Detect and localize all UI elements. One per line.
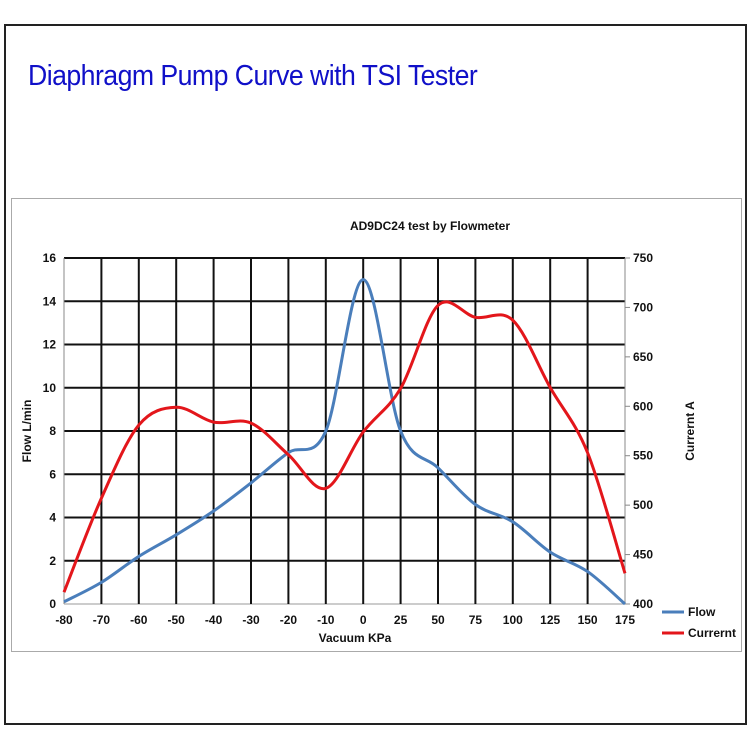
y-tick-label: 4 — [49, 511, 56, 525]
x-tick-label: 125 — [540, 613, 560, 627]
series-line-flow — [63, 278, 626, 606]
y2-axis-label: Currernt A — [683, 401, 697, 461]
x-tick-label: -80 — [55, 613, 73, 627]
y-tick-label: 14 — [43, 294, 57, 308]
x-tick-label: -10 — [317, 613, 335, 627]
y2-tick-label: 500 — [633, 498, 653, 512]
series-line-currernt — [62, 300, 627, 593]
y-tick-label: 16 — [43, 251, 57, 265]
y-axis-label: Flow L/min — [20, 400, 34, 463]
y-tick-label: 8 — [49, 424, 56, 438]
y2-tick-label: 400 — [633, 597, 653, 611]
y-tick-label: 0 — [49, 597, 56, 611]
x-tick-label: -70 — [93, 613, 111, 627]
chart-title: AD9DC24 test by Flowmeter — [350, 219, 510, 233]
x-tick-label: -60 — [130, 613, 148, 627]
chart-area — [11, 198, 742, 652]
y2-tick-label: 450 — [633, 548, 653, 562]
x-tick-label: 0 — [360, 613, 367, 627]
x-tick-label: -40 — [205, 613, 223, 627]
y-tick-label: 6 — [49, 467, 56, 481]
y-tick-label: 10 — [43, 381, 57, 395]
y2-tick-label: 550 — [633, 449, 653, 463]
y2-tick-label: 650 — [633, 350, 653, 364]
x-tick-label: -20 — [280, 613, 298, 627]
y2-tick-label: 600 — [633, 399, 653, 413]
x-axis-label: Vacuum KPa — [319, 631, 392, 645]
outer-frame — [4, 24, 747, 725]
x-tick-label: 75 — [469, 613, 483, 627]
y2-tick-label: 750 — [633, 251, 653, 265]
legend-label: Currernt — [688, 626, 736, 640]
page-title: Diaphragm Pump Curve with TSI Tester — [28, 60, 478, 92]
x-tick-label: -30 — [242, 613, 260, 627]
legend-label: Flow — [688, 605, 716, 619]
y-tick-label: 2 — [49, 554, 56, 568]
y2-tick-label: 700 — [633, 300, 653, 314]
x-tick-label: 100 — [503, 613, 523, 627]
x-tick-label: 150 — [578, 613, 598, 627]
x-tick-label: 175 — [615, 613, 635, 627]
x-tick-label: -50 — [168, 613, 186, 627]
x-tick-label: 25 — [394, 613, 408, 627]
x-tick-label: 50 — [431, 613, 445, 627]
y-tick-label: 12 — [43, 338, 57, 352]
